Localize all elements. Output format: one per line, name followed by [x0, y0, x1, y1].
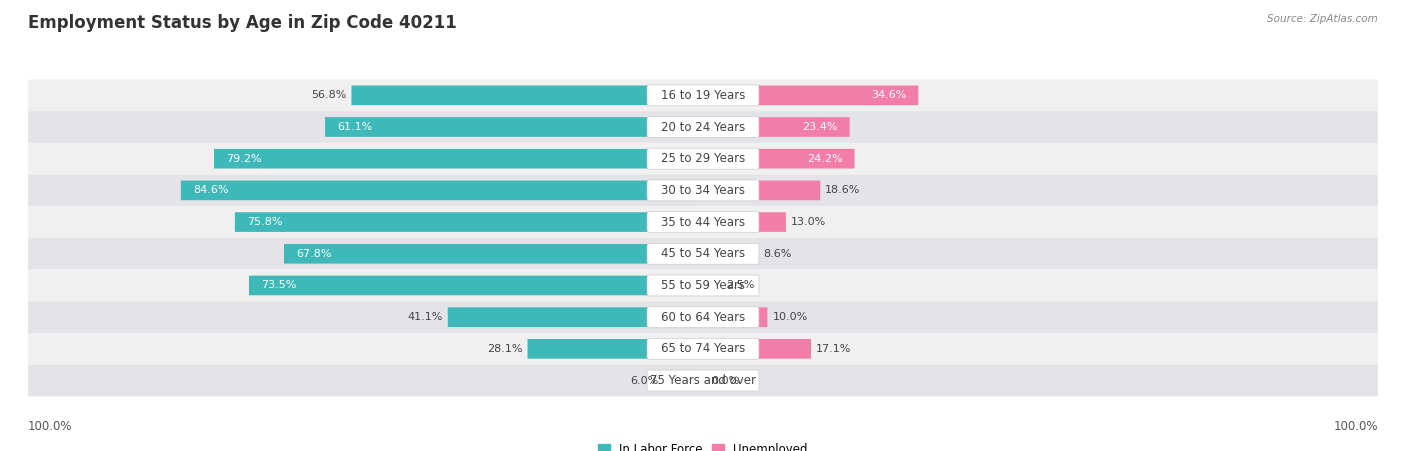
Text: 60 to 64 Years: 60 to 64 Years: [661, 311, 745, 324]
FancyBboxPatch shape: [647, 307, 759, 327]
FancyBboxPatch shape: [706, 244, 759, 263]
FancyBboxPatch shape: [181, 180, 700, 200]
FancyBboxPatch shape: [28, 175, 1378, 206]
FancyBboxPatch shape: [706, 339, 811, 359]
FancyBboxPatch shape: [28, 301, 1378, 333]
FancyBboxPatch shape: [28, 333, 1378, 365]
Text: 79.2%: 79.2%: [226, 154, 262, 164]
FancyBboxPatch shape: [352, 86, 700, 105]
Text: 16 to 19 Years: 16 to 19 Years: [661, 89, 745, 102]
Text: 61.1%: 61.1%: [337, 122, 373, 132]
FancyBboxPatch shape: [28, 143, 1378, 175]
Text: 75.8%: 75.8%: [247, 217, 283, 227]
FancyBboxPatch shape: [647, 244, 759, 264]
Text: 67.8%: 67.8%: [297, 249, 332, 259]
Text: 55 to 59 Years: 55 to 59 Years: [661, 279, 745, 292]
Legend: In Labor Force, Unemployed: In Labor Force, Unemployed: [598, 443, 808, 451]
FancyBboxPatch shape: [706, 180, 820, 200]
FancyBboxPatch shape: [706, 149, 855, 169]
FancyBboxPatch shape: [28, 270, 1378, 301]
Text: 84.6%: 84.6%: [193, 185, 229, 195]
FancyBboxPatch shape: [706, 117, 849, 137]
FancyBboxPatch shape: [664, 371, 700, 391]
Text: 24.2%: 24.2%: [807, 154, 842, 164]
FancyBboxPatch shape: [647, 275, 759, 296]
FancyBboxPatch shape: [647, 116, 759, 138]
Text: 75 Years and over: 75 Years and over: [650, 374, 756, 387]
Text: 41.1%: 41.1%: [408, 312, 443, 322]
FancyBboxPatch shape: [706, 307, 768, 327]
FancyBboxPatch shape: [647, 148, 759, 169]
FancyBboxPatch shape: [325, 117, 700, 137]
Text: 13.0%: 13.0%: [790, 217, 825, 227]
Text: 28.1%: 28.1%: [486, 344, 523, 354]
Text: 56.8%: 56.8%: [311, 90, 346, 100]
FancyBboxPatch shape: [647, 370, 759, 391]
Text: 65 to 74 Years: 65 to 74 Years: [661, 342, 745, 355]
FancyBboxPatch shape: [647, 85, 759, 106]
FancyBboxPatch shape: [647, 338, 759, 359]
FancyBboxPatch shape: [706, 212, 786, 232]
FancyBboxPatch shape: [28, 79, 1378, 111]
Text: 8.6%: 8.6%: [763, 249, 792, 259]
Text: 73.5%: 73.5%: [262, 281, 297, 290]
Text: 100.0%: 100.0%: [1333, 420, 1378, 433]
FancyBboxPatch shape: [214, 149, 700, 169]
Text: 30 to 34 Years: 30 to 34 Years: [661, 184, 745, 197]
FancyBboxPatch shape: [706, 86, 918, 105]
FancyBboxPatch shape: [706, 276, 721, 295]
Text: Source: ZipAtlas.com: Source: ZipAtlas.com: [1267, 14, 1378, 23]
FancyBboxPatch shape: [28, 238, 1378, 270]
Text: 2.5%: 2.5%: [727, 281, 755, 290]
Text: 18.6%: 18.6%: [825, 185, 860, 195]
FancyBboxPatch shape: [284, 244, 700, 263]
FancyBboxPatch shape: [647, 180, 759, 201]
FancyBboxPatch shape: [647, 212, 759, 233]
FancyBboxPatch shape: [28, 111, 1378, 143]
Text: 35 to 44 Years: 35 to 44 Years: [661, 216, 745, 229]
Text: 0.0%: 0.0%: [711, 376, 740, 386]
FancyBboxPatch shape: [28, 365, 1378, 396]
Text: 17.1%: 17.1%: [815, 344, 851, 354]
Text: 6.0%: 6.0%: [630, 376, 658, 386]
FancyBboxPatch shape: [447, 307, 700, 327]
FancyBboxPatch shape: [28, 206, 1378, 238]
FancyBboxPatch shape: [235, 212, 700, 232]
Text: 25 to 29 Years: 25 to 29 Years: [661, 152, 745, 165]
Text: 34.6%: 34.6%: [870, 90, 905, 100]
Text: 20 to 24 Years: 20 to 24 Years: [661, 120, 745, 133]
FancyBboxPatch shape: [527, 339, 700, 359]
FancyBboxPatch shape: [249, 276, 700, 295]
Text: 100.0%: 100.0%: [28, 420, 73, 433]
Text: Employment Status by Age in Zip Code 40211: Employment Status by Age in Zip Code 402…: [28, 14, 457, 32]
Text: 23.4%: 23.4%: [801, 122, 838, 132]
Text: 45 to 54 Years: 45 to 54 Years: [661, 247, 745, 260]
Text: 10.0%: 10.0%: [772, 312, 807, 322]
